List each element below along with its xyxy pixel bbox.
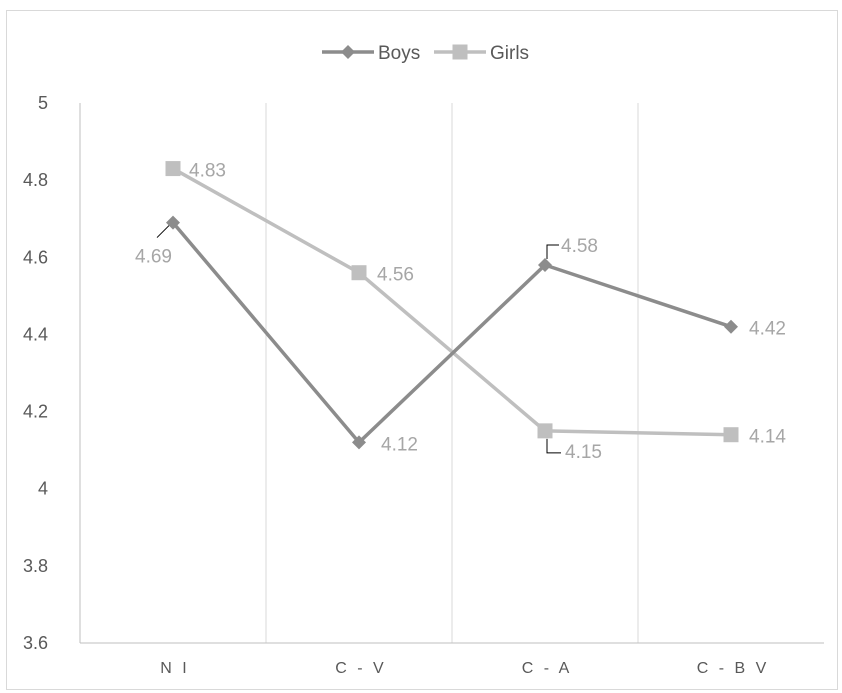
boys-data-label: 4.12 (381, 434, 418, 455)
y-tick-label: 4.4 (23, 324, 48, 344)
y-tick-label: 4.6 (23, 247, 48, 267)
boys-data-label: 4.58 (561, 236, 598, 257)
girls-marker (537, 423, 553, 439)
girls-data-label: 4.83 (189, 161, 226, 182)
data-labels: 4.83 4.56 4.15 4.14 4.69 4.12 4.58 4.42 (135, 161, 786, 463)
boys-leader-line (546, 244, 559, 259)
legend-girls-label: Girls (490, 43, 529, 64)
x-category-label: C - V (335, 660, 386, 677)
y-tick-label: 3.6 (23, 633, 48, 653)
chart-frame (6, 10, 838, 690)
girls-leader-line (546, 438, 561, 454)
y-tick-label: 4.8 (23, 170, 48, 190)
legend-girls-marker (452, 44, 468, 60)
legend-item-boys: Boys (322, 43, 420, 64)
girls-marker (165, 161, 181, 177)
legend-boys-label: Boys (378, 43, 420, 64)
girls-marker (351, 265, 367, 281)
legend-boys-marker (341, 45, 355, 59)
boys-leader-line (156, 225, 170, 238)
x-category-label: N I (160, 660, 189, 677)
x-category-label: C - B V (697, 660, 770, 677)
boys-marker (538, 258, 552, 272)
y-tick-label: 4 (38, 479, 48, 499)
girls-marker (723, 427, 739, 443)
boys-marker (166, 215, 180, 230)
axes: 3.6 3.8 4 4.2 4.4 4.6 4.8 5 N I C - V C - A C - B V (23, 93, 824, 677)
series-line-boys (171, 221, 732, 445)
gridlines (265, 103, 639, 643)
boys-marker (352, 435, 366, 450)
girls-data-label: 4.56 (377, 265, 414, 286)
boys-marker (724, 319, 738, 334)
x-category-label: C - A (522, 660, 573, 677)
y-tick-label: 3.8 (23, 556, 48, 576)
series-group (165, 161, 739, 450)
boys-data-label: 4.69 (135, 247, 172, 268)
legend-item-girls: Girls (434, 43, 529, 64)
girls-data-label: 4.14 (749, 427, 786, 448)
girls-data-label: 4.15 (565, 442, 602, 463)
y-tick-label: 4.2 (23, 402, 48, 422)
boys-data-label: 4.42 (749, 319, 786, 340)
legend: Boys Girls (322, 43, 529, 64)
y-tick-label: 5 (38, 93, 48, 113)
